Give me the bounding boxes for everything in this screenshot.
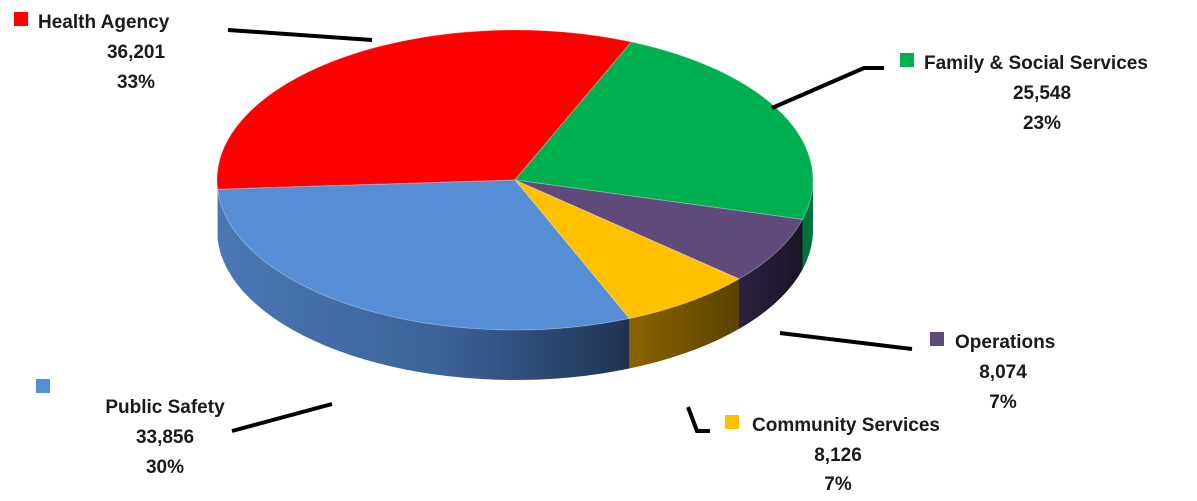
legend-swatch-family-and-social-services [900,53,914,67]
label-value-operations: 8,074 [979,362,1027,383]
pie-top-faces [216,29,814,331]
pie-side-walls [217,180,813,380]
label-percent-health-agency: 33% [117,72,155,93]
label-name-community-services: Community Services [752,415,940,436]
slice-labels: Health Agency 36,201 33% Family & Social Se… [14,12,1148,495]
leader-line-public-safety [231,402,333,433]
label-name-public-safety: Public Safety [105,397,225,418]
side-operations [739,219,803,329]
slice-operations [514,179,804,280]
label-percent-community-services: 7% [824,474,852,495]
legend-swatch-operations [930,332,944,346]
label-value-public-safety: 33,856 [136,427,194,448]
leader-line-operations [779,331,913,351]
label-value-health-agency: 36,201 [107,42,166,63]
label-name-operations: Operations [955,332,1055,353]
slice-family-and-social-services [514,41,814,221]
label-percent-family-and-social-services: 23% [1023,113,1061,134]
label-percent-operations: 7% [989,392,1017,413]
slice-public-safety [217,179,631,331]
leader-line-health-agency [227,28,373,42]
side-family-and-social-services [802,180,813,270]
slice-community-services [514,179,741,320]
side-public-safety [217,189,630,380]
side-community-services [629,278,740,369]
leader-lines [227,28,913,433]
slice-health-agency [216,29,633,190]
label-value-family-and-social-services: 25,548 [1013,83,1071,104]
leader-line-community-services [686,406,710,433]
leader-line-family-and-social-services [771,66,884,110]
legend-swatch-public-safety [36,379,50,393]
legend-swatch-community-services [725,415,739,429]
label-name-family-and-social-services: Family & Social Services [924,53,1148,74]
legend-swatch-health-agency [14,12,28,26]
label-value-community-services: 8,126 [814,445,862,466]
label-percent-public-safety: 30% [146,457,184,478]
label-name-health-agency: Health Agency [38,12,170,33]
